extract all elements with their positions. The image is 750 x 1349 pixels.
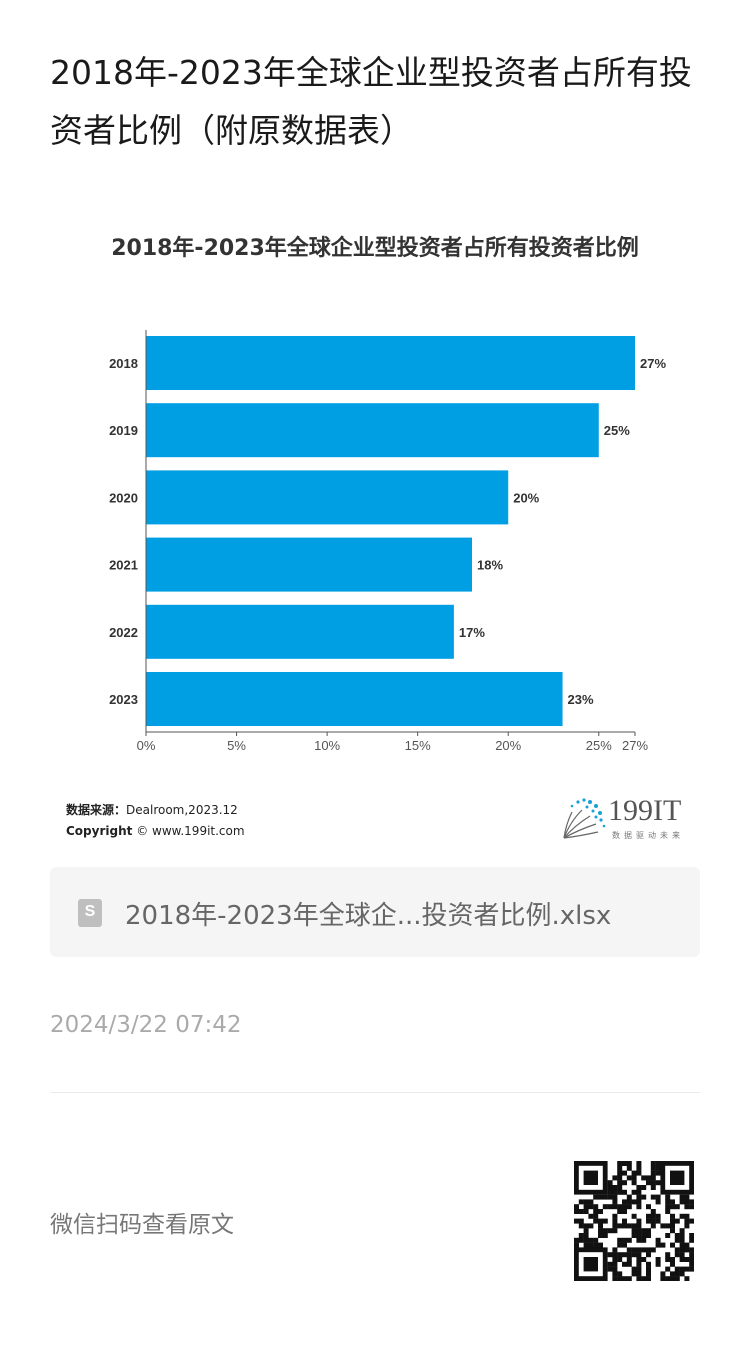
dandelion-logo-icon (563, 798, 606, 839)
bar-2023 (146, 672, 563, 726)
copyright-value: © www.199it.com (136, 824, 245, 838)
scan-qr-prompt: 微信扫码查看原文 (50, 1212, 234, 1238)
x-tick-label: 25% (586, 738, 612, 753)
bar-2022 (146, 604, 454, 659)
source-block: 数据来源：Dealroom,2023.12 Copyright © www.19… (66, 800, 245, 842)
value-label-2021: 18% (477, 558, 503, 573)
bar-2020 (146, 470, 509, 525)
value-label-2020: 20% (513, 490, 539, 505)
divider (50, 1092, 700, 1093)
logo-slogan: 数据驱动未来 (612, 831, 684, 840)
spreadsheet-file-icon: S (78, 899, 102, 927)
x-tick-label: 0% (137, 738, 156, 753)
bar-2021 (146, 537, 472, 592)
source-value: Dealroom,2023.12 (126, 803, 238, 817)
attachment-file-card[interactable]: S 2018年-2023年全球企...投资者比例.xlsx (50, 867, 700, 957)
category-label-2018: 2018 (109, 356, 138, 371)
bar-2019 (146, 403, 599, 458)
x-tick-label: 5% (227, 738, 246, 753)
bar-chart: 2018 27% 2019 25% 2020 20% 2021 18% 2022 17% 2023 2… (109, 330, 666, 753)
category-label-2023: 2023 (109, 692, 138, 707)
value-label-2019: 25% (604, 423, 630, 438)
category-label-2022: 2022 (109, 625, 138, 640)
x-tick-label: 20% (495, 738, 521, 753)
page-title: 2018年-2023年全球企业型投资者占所有投资者比例（附原数据表） (50, 53, 692, 150)
brand-logo: 199IT 数据驱动未来 (560, 794, 700, 844)
x-tick-label: 27% (622, 738, 648, 753)
file-icon-letter: S (84, 903, 96, 920)
value-label-2018: 27% (640, 356, 666, 371)
x-tick-label: 15% (405, 738, 431, 753)
copyright-label: Copyright (66, 824, 133, 838)
x-tick-label: 10% (314, 738, 340, 753)
source-label: 数据来源： (66, 803, 127, 817)
category-label-2019: 2019 (109, 423, 138, 438)
bar-2018 (146, 336, 635, 390)
category-label-2020: 2020 (109, 490, 138, 505)
qr-code[interactable] (574, 1161, 694, 1281)
value-label-2023: 23% (568, 692, 594, 707)
attachment-filename[interactable]: 2018年-2023年全球企...投资者比例.xlsx (125, 901, 612, 931)
category-label-2021: 2021 (109, 558, 138, 573)
chart-title: 2018年-2023年全球企业型投资者占所有投资者比例 (111, 236, 639, 261)
post-date: 2024/3/22 07:42 (50, 1012, 242, 1038)
logo-text: 199IT (608, 794, 682, 827)
value-label-2022: 17% (459, 625, 485, 640)
